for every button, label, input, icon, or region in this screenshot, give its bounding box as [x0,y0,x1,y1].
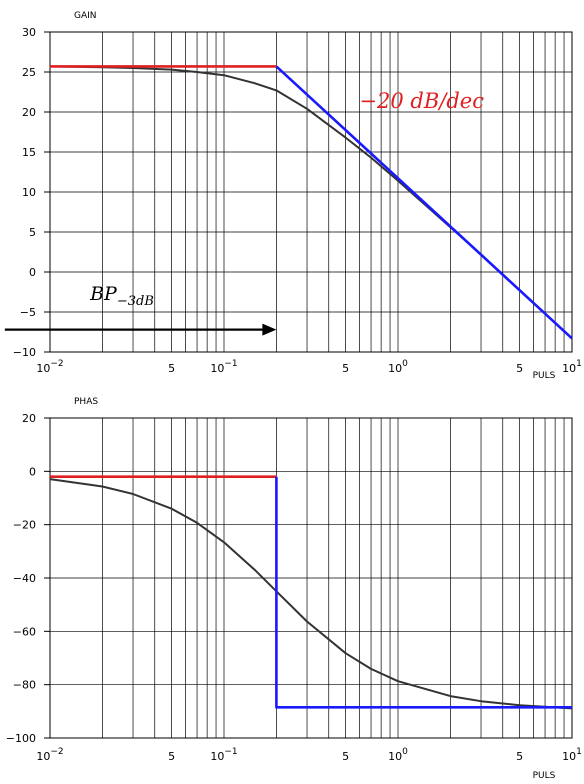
x-decade-label: 101 [562,359,582,375]
y-tick-label: −100 [6,732,36,745]
x-decade-label: 101 [562,747,582,763]
exact-response-line [49,478,573,710]
y-tick-label: 15 [22,146,36,159]
x-minor-label: 5 [342,750,349,763]
y-tick-label: −60 [13,625,36,638]
y-tick-label: 20 [22,412,36,425]
y-tick-label: −40 [13,572,36,585]
x-decade-label: 10−1 [210,747,237,763]
bandwidth-arrow-head [262,323,277,336]
y-tick-label: −10 [13,346,36,359]
x-minor-label: 5 [342,362,349,375]
x-decade-label: 100 [388,747,408,763]
asymptote-line [275,65,573,340]
x-axis-title: PULS [533,771,556,781]
y-tick-label: 5 [29,226,36,239]
y-tick-label: −5 [20,306,36,319]
y-axis-title: PHAS [74,397,98,407]
x-minor-label: 5 [168,362,175,375]
y-tick-label: −20 [13,519,36,532]
y-tick-label: 30 [22,26,36,39]
plot-frame [49,417,573,739]
y-tick-label: 0 [29,266,36,279]
plot-frame [49,31,573,353]
x-decade-label: 10−1 [210,359,237,375]
x-decade-label: 10−2 [36,747,63,763]
x-decade-label: 100 [388,359,408,375]
asymptote-line [275,476,572,709]
y-tick-label: −80 [13,679,36,692]
y-tick-label: 0 [29,465,36,478]
x-axis-title: PULS [533,371,556,381]
bandwidth-label: BP−3dB [89,283,154,309]
y-tick-label: 25 [22,66,36,79]
y-tick-label: 10 [22,186,36,199]
x-minor-label: 5 [168,750,175,763]
slope-annotation: −20 dB/dec [359,89,484,113]
x-minor-label: 5 [516,362,523,375]
x-minor-label: 5 [516,750,523,763]
x-decade-label: 10−2 [36,359,63,375]
y-axis-title: GAIN [74,11,97,21]
y-tick-label: 20 [22,106,36,119]
